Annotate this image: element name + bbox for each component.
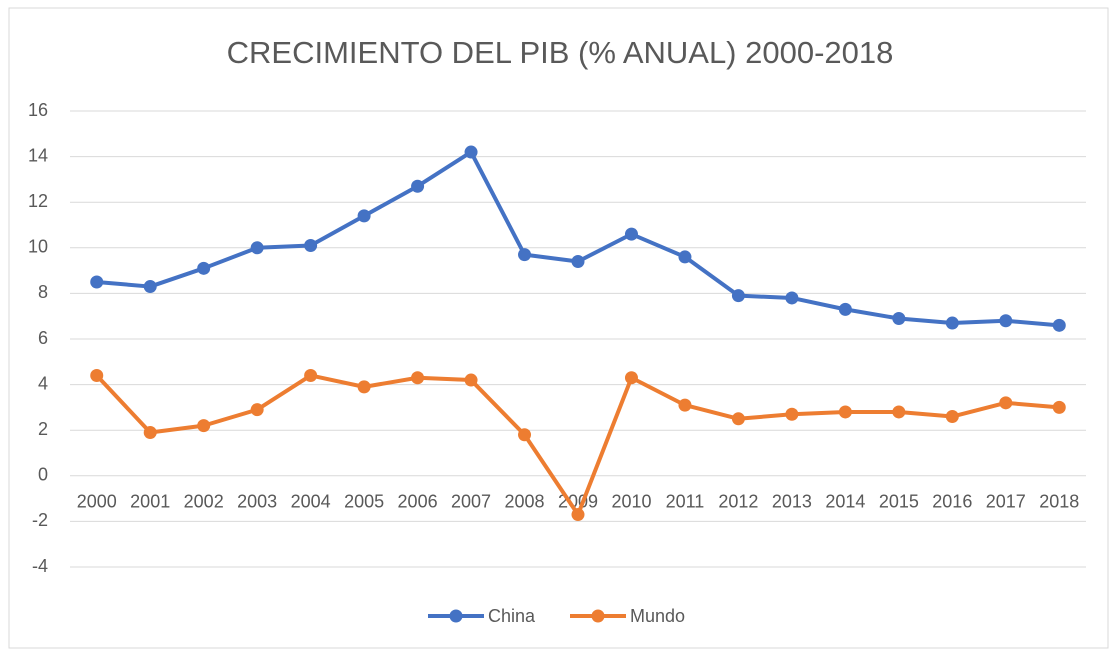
point [571,508,585,522]
point [304,239,318,253]
point [197,261,211,275]
point [250,403,264,417]
point [624,227,638,241]
point [411,179,425,193]
x-tick-label: 2018 [1039,492,1079,512]
y-tick-label: 4 [38,373,48,393]
point [785,291,799,305]
point [571,254,585,268]
x-tick-label: 2010 [611,492,651,512]
point [731,412,745,426]
point [90,368,104,382]
point [518,428,532,442]
point [90,275,104,289]
chart-border [8,7,1109,649]
point [678,398,692,412]
point [464,145,478,159]
point [357,209,371,223]
chart-title: CRECIMIENTO DEL PIB (% ANUAL) 2000-2018 [227,35,894,70]
y-tick-label: -2 [32,510,48,530]
y-tick-label: 16 [28,100,48,120]
point [838,302,852,316]
y-tick-label: 12 [28,191,48,211]
point [197,419,211,433]
x-tick-label: 2016 [932,492,972,512]
point [357,380,371,394]
x-tick-label: 2006 [398,492,438,512]
y-tick-label: 0 [38,465,48,485]
x-tick-label: 2008 [505,492,545,512]
legend-marker [449,609,463,623]
x-tick-label: 2017 [986,492,1026,512]
point [143,280,157,294]
point [678,250,692,264]
x-tick-label: 2012 [718,492,758,512]
x-tick-label: 2003 [237,492,277,512]
point [143,425,157,439]
point [892,311,906,325]
y-tick-label: 2 [38,419,48,439]
point [1052,400,1066,414]
x-tick-label: 2014 [825,492,865,512]
point [624,371,638,385]
x-tick-label: 2005 [344,492,384,512]
x-tick-label: 2011 [666,492,705,512]
point [250,241,264,255]
x-tick-label: 2013 [772,492,812,512]
y-tick-label: 14 [28,145,48,165]
x-tick-label: 2002 [184,492,224,512]
point [999,314,1013,328]
y-tick-label: 10 [28,237,48,257]
point [945,410,959,424]
point [892,405,906,419]
x-tick-label: 2007 [451,492,491,512]
legend-marker [591,609,605,623]
point [518,248,532,262]
point [785,407,799,421]
point [945,316,959,330]
y-tick-label: 8 [38,282,48,302]
point [838,405,852,419]
point [304,368,318,382]
x-tick-label: 2015 [879,492,919,512]
legend-label: China [488,606,536,626]
y-tick-label: 6 [38,328,48,348]
x-tick-label: 2004 [291,492,331,512]
point [411,371,425,385]
point [731,289,745,303]
legend-label: Mundo [630,606,685,626]
x-tick-label: 2000 [77,492,117,512]
y-tick-label: -4 [32,556,48,576]
point [999,396,1013,410]
point [1052,318,1066,332]
x-tick-label: 2001 [130,492,170,512]
point [464,373,478,387]
